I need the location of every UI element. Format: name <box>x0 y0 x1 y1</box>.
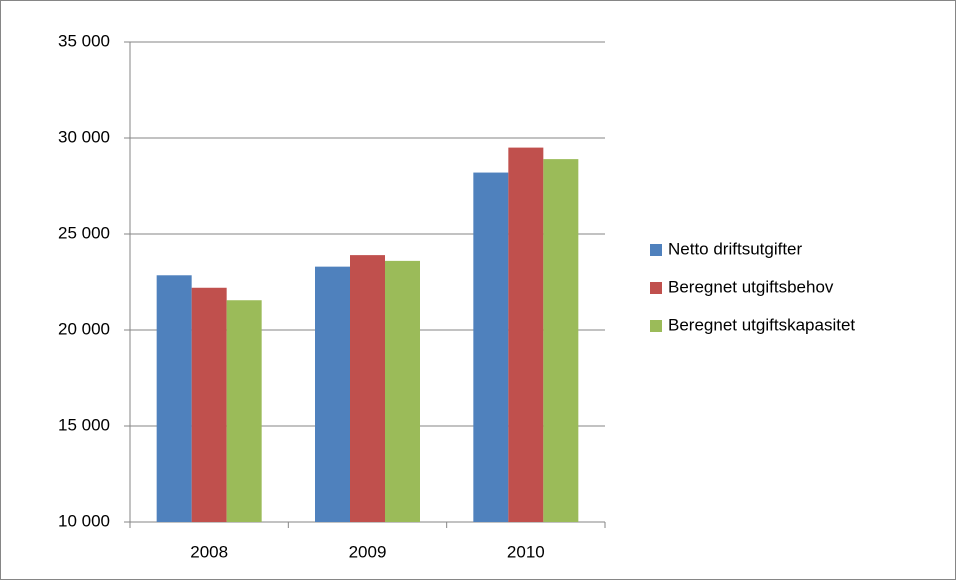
bar <box>473 172 509 522</box>
y-tick-label: 10 000 <box>58 511 110 530</box>
bar <box>156 275 192 522</box>
y-tick-label: 35 000 <box>58 31 110 50</box>
x-tick-label: 2009 <box>349 542 387 561</box>
legend-swatch <box>650 282 662 294</box>
bar <box>350 255 385 522</box>
y-tick-label: 25 000 <box>58 223 110 242</box>
y-tick-label: 20 000 <box>58 319 110 338</box>
y-tick-label: 30 000 <box>58 127 110 146</box>
bar <box>385 260 420 522</box>
y-tick-label: 15 000 <box>58 415 110 434</box>
legend-label: Netto driftsutgifter <box>668 239 803 258</box>
bar <box>191 287 227 522</box>
legend-label: Beregnet utgiftskapasitet <box>668 315 855 334</box>
x-tick-label: 2008 <box>190 542 228 561</box>
legend-swatch <box>650 320 662 332</box>
bar <box>315 266 350 522</box>
bar <box>543 159 579 522</box>
x-tick-label: 2010 <box>507 542 545 561</box>
bar <box>508 147 544 522</box>
legend-label: Beregnet utgiftsbehov <box>668 277 834 296</box>
legend-swatch <box>650 244 662 256</box>
bar <box>226 300 262 522</box>
